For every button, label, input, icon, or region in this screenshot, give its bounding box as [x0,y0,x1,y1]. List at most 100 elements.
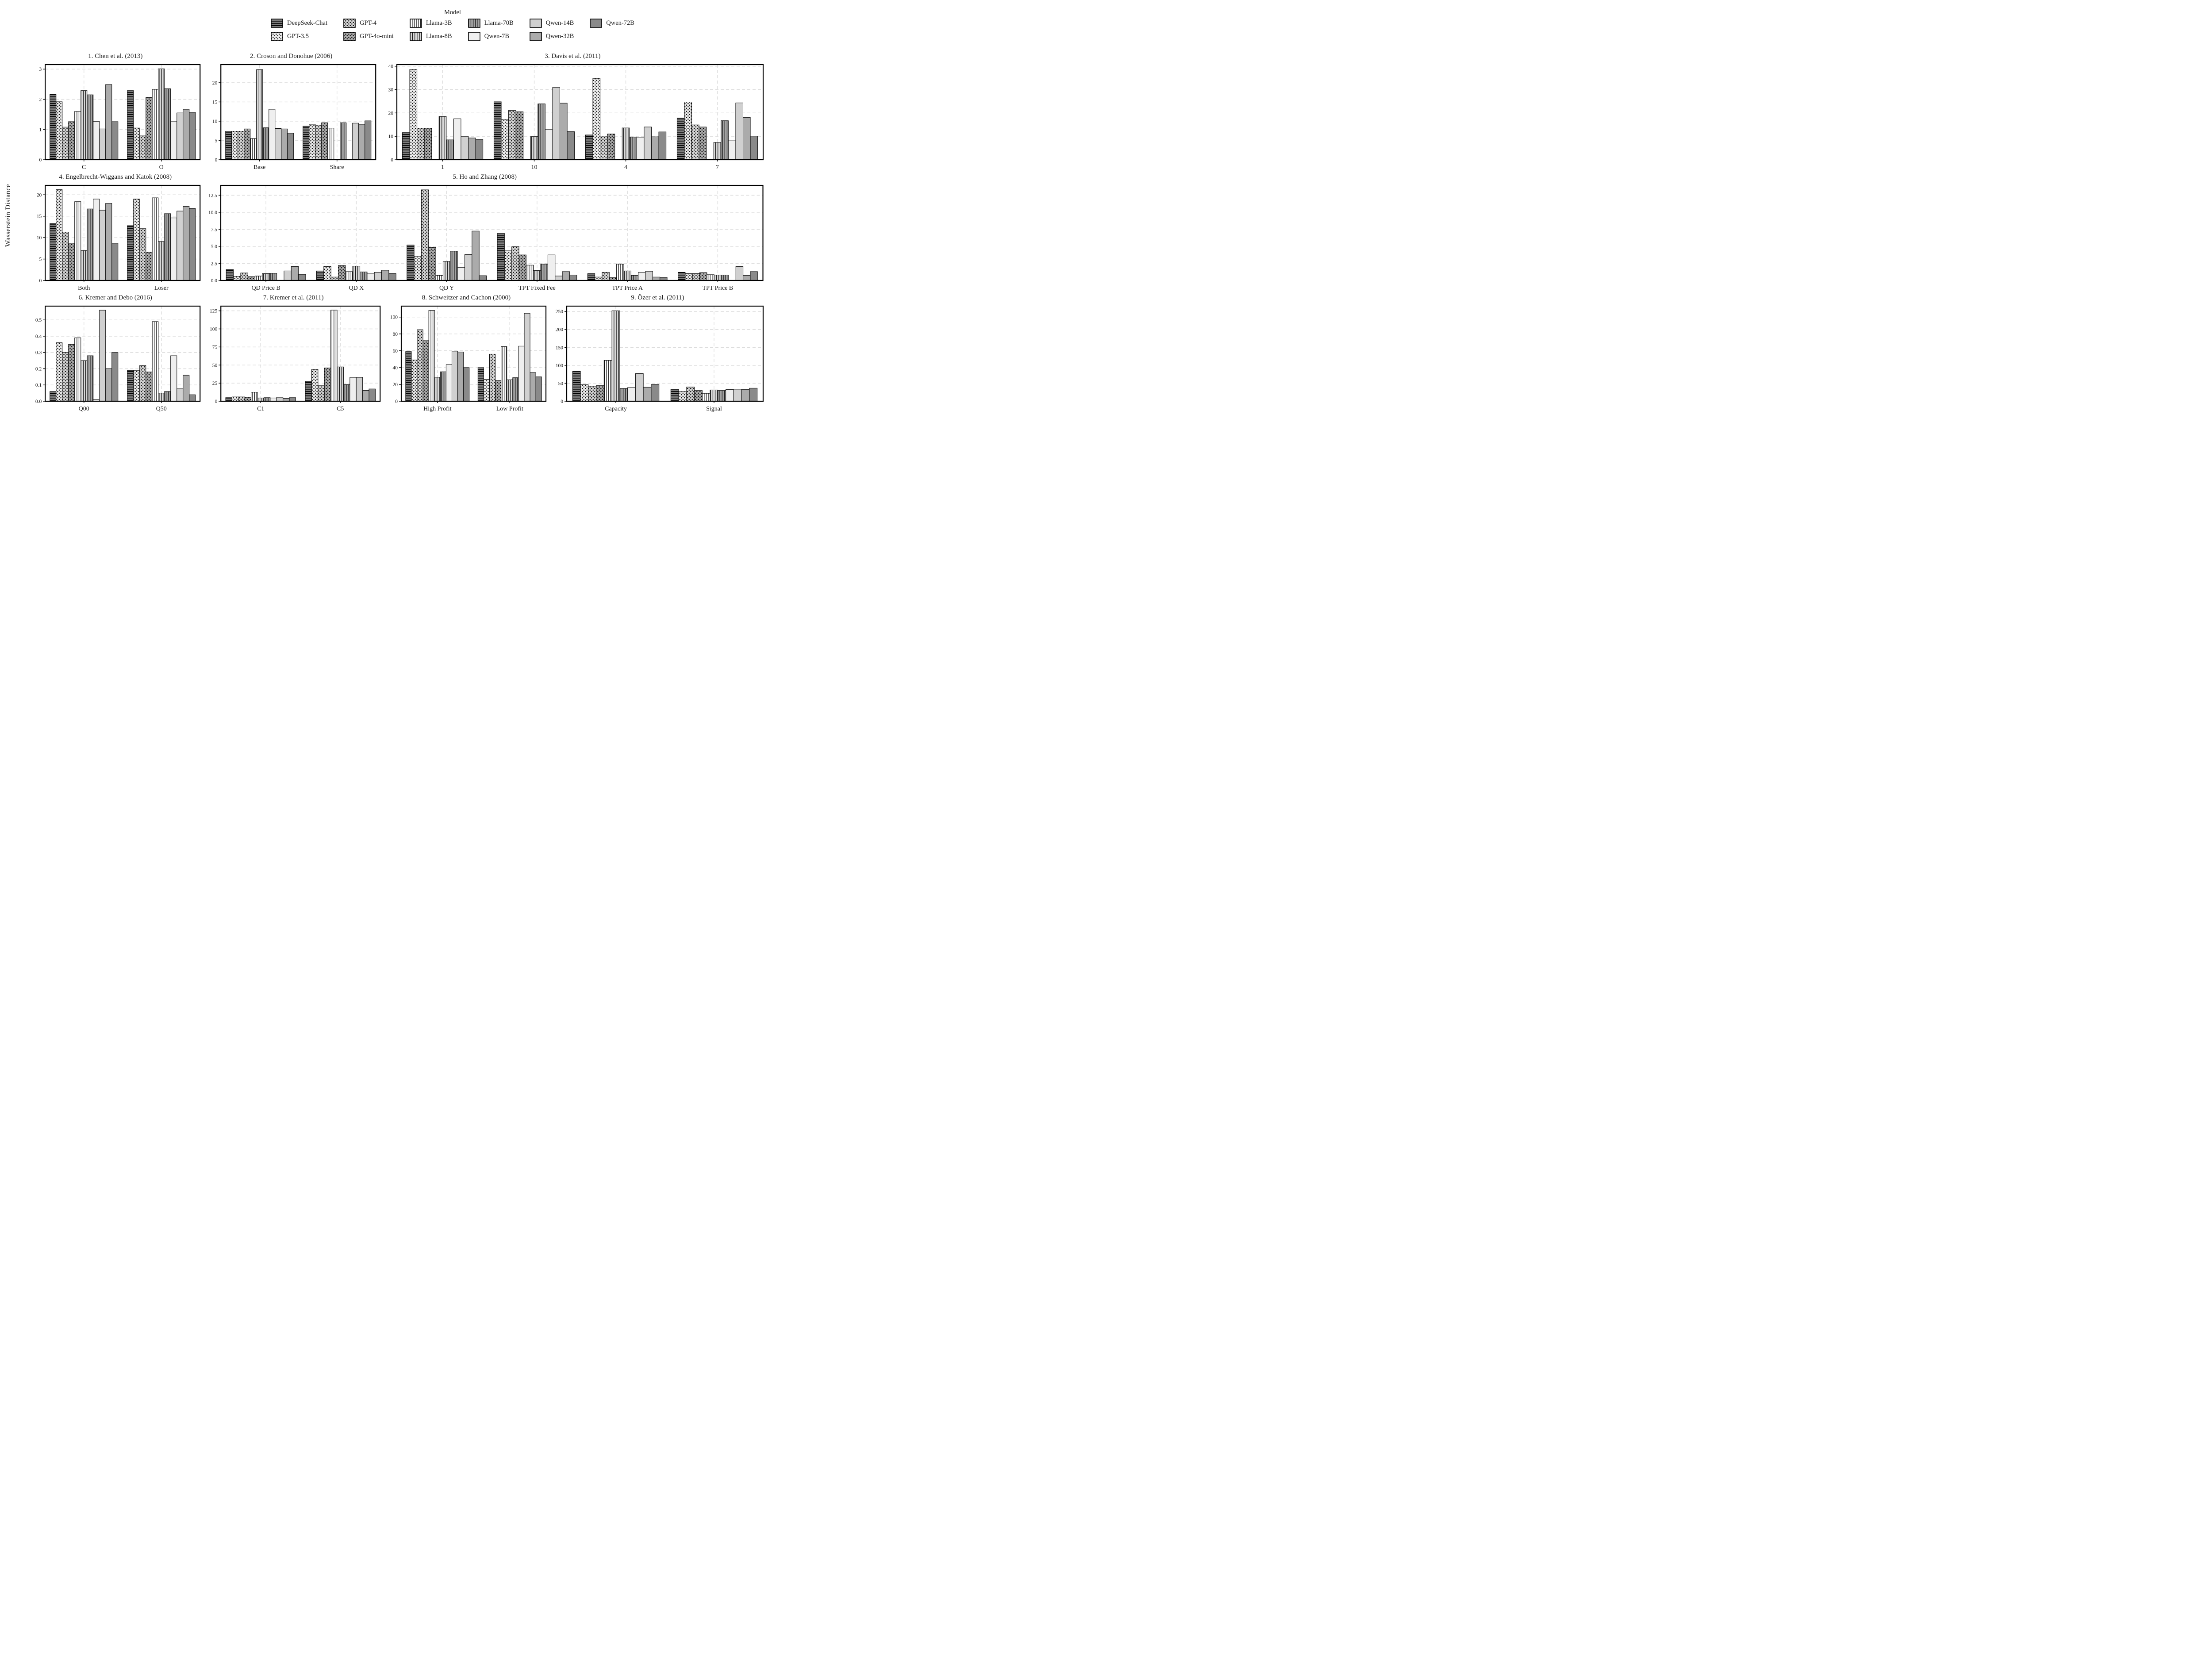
x-category-label: 4 [624,164,627,171]
y-tick-label: 0.0 [211,278,218,284]
y-tick-label: 15 [37,214,42,219]
bar [548,254,556,281]
bar [741,389,750,402]
bar [713,142,722,160]
bar [87,208,94,281]
bar [702,393,710,402]
bar [733,389,742,402]
bar [436,275,444,281]
bar [596,385,604,402]
x-category-label: O [159,164,164,171]
bar [714,275,722,281]
legend-swatch-qwen-32b [529,32,542,41]
bar [479,275,487,281]
bar [225,131,232,160]
legend-label: Qwen-32B [545,33,574,40]
bar [497,233,505,281]
x-category-label: QD X [349,285,364,292]
chart-davis-2011: 0 10 20 30 40 1 10 4 7 [388,64,764,171]
legend-swatch-llama-3b [410,19,422,28]
bar [146,252,153,281]
bar [685,273,693,281]
bar [133,370,140,402]
x-category-label: C5 [337,406,344,412]
y-tick-label: 2.5 [211,261,218,266]
bar [248,276,256,281]
bar [678,391,687,402]
bar [365,120,372,160]
panel-kremer-2011: 7. Kremer et al. (2011) 0 25 50 75 100 125 C1 C5 [203,293,383,414]
bar [62,232,69,281]
bar [699,127,707,160]
bar [585,134,593,160]
bar [183,375,190,402]
y-tick-label: 40 [388,64,393,69]
bar [189,394,196,402]
bar [111,243,119,281]
bar [743,275,751,281]
y-tick-label: 100 [556,363,563,368]
bar [451,351,458,402]
bar [699,272,707,281]
chart-ozer-2011: 0 50 100 150 200 250 Capacity Signal [556,305,764,412]
bar [530,136,538,160]
bar [457,352,464,402]
bar [245,397,252,402]
bar [343,384,350,402]
bar [81,250,88,281]
legend-label: DeepSeek-Chat [287,19,327,27]
legend-label: Llama-3B [426,19,452,27]
bar [353,266,361,281]
y-tick-label: 80 [392,332,398,337]
x-category-label: C1 [257,406,265,412]
bar [518,254,527,281]
y-tick-label: 75 [212,345,218,350]
x-category-label: TPT Price A [612,285,643,292]
bar [417,329,423,402]
bar [750,136,758,160]
bar [718,390,726,402]
bar [323,266,332,281]
bar [493,101,502,160]
bar [87,94,94,160]
bar [305,381,312,402]
legend-item-llama-70b: Llama-70B [468,19,514,28]
bar [721,275,729,281]
bar [508,110,516,160]
bar [507,379,513,402]
x-category-label: High Profit [423,406,452,412]
bar [580,384,589,402]
bar [68,121,75,160]
bar [139,228,146,281]
legend-swatch-gpt-4 [343,19,356,28]
bar [472,230,480,281]
y-tick-label: 30 [388,88,393,93]
bar [627,387,636,402]
bar [257,398,265,402]
bar [158,241,165,281]
bar [105,84,112,160]
y-tick-label: 2 [39,97,42,102]
y-tick-label: 250 [556,309,563,315]
bar [251,392,258,402]
bar [562,271,570,281]
bar [226,269,234,281]
panel-row-3: 6. Kremer and Debo (2016) 0.0 0.1 0.2 0.3 0.4… [27,293,766,414]
y-tick-label: 20 [392,382,398,388]
y-tick-label: 10 [388,134,393,139]
y-tick-label: 7.5 [211,227,218,232]
panel-engelbrecht-wiggans-katok-2008: 4. Engelbrecht-Wiggans and Katok (2008) 0… [27,172,203,293]
x-category-label: Low Profit [496,406,523,412]
bar [567,131,575,160]
bar [501,346,507,402]
x-category-label: 1 [441,164,444,171]
bar [164,88,171,160]
bar [337,366,344,402]
y-axis-label: Wasserstein Distance [4,184,12,247]
legend-label: Qwen-7B [484,33,509,40]
panel-title-ho-zhang-2008: 5. Ho and Zhang (2008) [453,173,517,180]
panel-title-davis-2011: 3. Davis et al. (2011) [545,53,601,60]
bar [56,189,63,281]
bar [515,111,524,160]
bar [281,128,288,160]
